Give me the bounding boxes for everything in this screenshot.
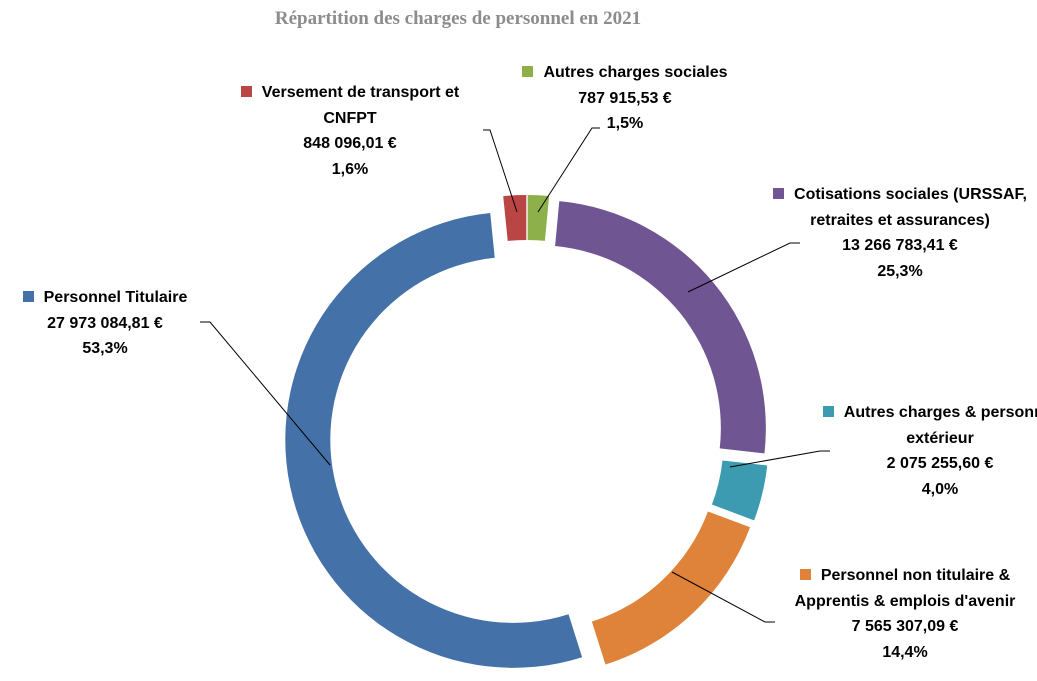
value-label: 787 915,53 € [578, 89, 672, 107]
donut-slice [527, 195, 550, 241]
legend-entry: Cotisations sociales (URSSAF, retraites … [770, 182, 1030, 233]
value-label: 27 973 084,81 € [47, 314, 163, 332]
value-label: 7 565 307,09 € [851, 618, 959, 635]
category-name: Autres charges & personnel extérieur [843, 404, 1037, 447]
leader-lines [200, 127, 830, 623]
donut-slice [591, 511, 751, 665]
data-label: Versement de transport et CNFPT 848 096,0… [220, 80, 480, 182]
donut-slice [503, 195, 527, 241]
legend-swatch [773, 188, 785, 199]
category-name: Personnel Titulaire [43, 289, 188, 306]
leader-line [483, 129, 518, 213]
category-name: Autres charges sociales [543, 64, 728, 81]
legend-entry: Autres charges & personnel extérieur [800, 400, 1037, 451]
value-label: 2 075 255,60 € [886, 455, 994, 472]
percentage-label: 1,6% [331, 160, 369, 178]
percentage-label: 1,5% [606, 115, 644, 132]
leader-line [537, 127, 600, 213]
data-label: Cotisations sociales (URSSAF, retraites … [770, 182, 1030, 284]
donut-slice [285, 213, 583, 668]
data-label: Personnel Titulaire 27 973 084,81 € 53,3% [0, 285, 210, 362]
data-label: Autres charges sociales 787 915,53 € 1,5% [500, 60, 750, 137]
leader-line [729, 450, 830, 468]
donut-slice [555, 201, 766, 454]
category-name: Versement de transport et CNFPT [261, 84, 460, 127]
category-name: Cotisations sociales (URSSAF, retraites … [794, 186, 1027, 229]
legend-entry: Autres charges sociales [500, 60, 750, 86]
leader-line [671, 571, 775, 623]
percentage-label: 25,3% [877, 262, 923, 280]
leader-line [687, 242, 800, 293]
data-label: Autres charges & personnel extérieur 2 07… [800, 400, 1037, 502]
data-label: Personnel non titulaire & Apprentis & em… [765, 563, 1037, 665]
legend-swatch [522, 66, 534, 77]
value-label: 848 096,01 € [303, 135, 397, 152]
percentage-label: 14,4% [882, 643, 928, 661]
legend-swatch [799, 569, 811, 580]
legend-entry: Personnel Titulaire [0, 285, 210, 311]
legend-swatch [240, 86, 252, 97]
legend-entry: Versement de transport et CNFPT [220, 80, 480, 131]
chart-title: Répartition des charges de personnel en … [274, 8, 642, 29]
legend-swatch [22, 291, 34, 302]
legend-entry: Personnel non titulaire & Apprentis & em… [765, 563, 1037, 614]
donut-slice [711, 460, 768, 521]
value-label: 13 266 783,41 € [842, 237, 958, 254]
category-name: Personnel non titulaire & Apprentis & em… [794, 567, 1016, 610]
percentage-label: 53,3% [82, 340, 128, 357]
percentage-label: 4,0% [921, 480, 959, 498]
legend-swatch [822, 406, 834, 417]
leader-line [200, 321, 331, 466]
